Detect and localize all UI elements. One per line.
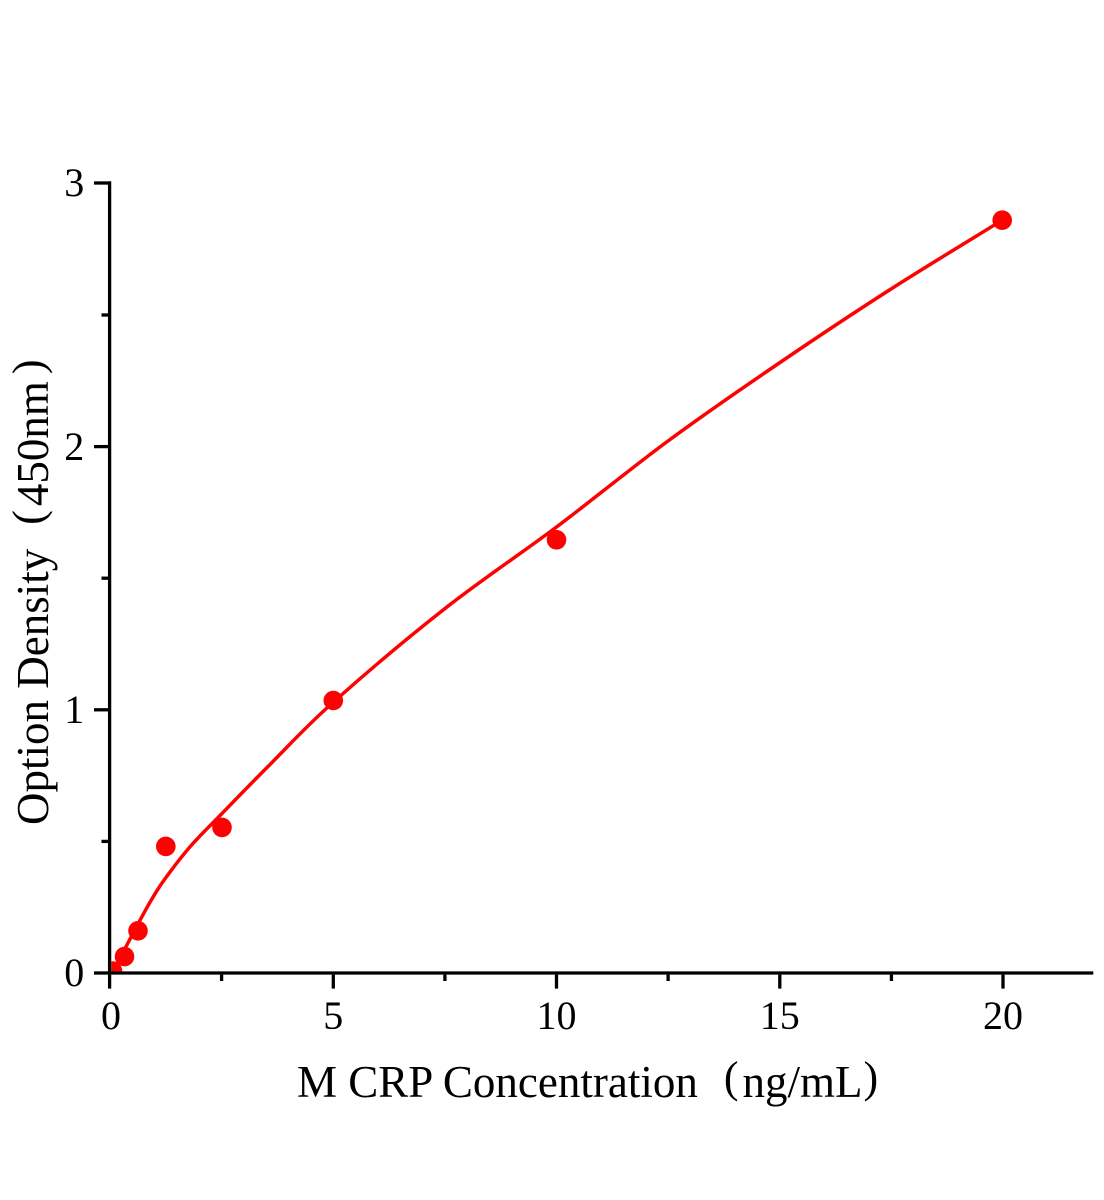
svg-text:1: 1 bbox=[64, 687, 84, 732]
svg-text:0: 0 bbox=[64, 950, 84, 995]
svg-text:3: 3 bbox=[64, 160, 84, 205]
svg-text:15: 15 bbox=[760, 993, 800, 1038]
svg-text:Option Density(450nm): Option Density(450nm) bbox=[4, 359, 58, 825]
svg-text:20: 20 bbox=[983, 993, 1023, 1038]
svg-text:5: 5 bbox=[323, 993, 343, 1038]
svg-text:2: 2 bbox=[64, 424, 84, 469]
svg-text:M CRP Concentration(ng/mL): M CRP Concentration (ng/mL) bbox=[297, 1053, 878, 1107]
svg-text:10: 10 bbox=[537, 993, 577, 1038]
svg-text:0: 0 bbox=[101, 993, 121, 1038]
